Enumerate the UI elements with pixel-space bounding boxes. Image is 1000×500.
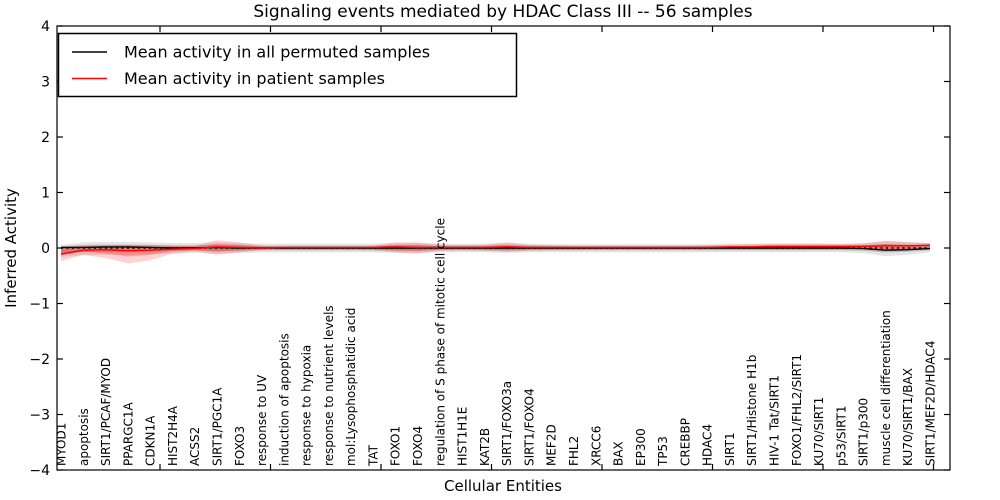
y-tick-label: −3 <box>29 408 50 424</box>
x-tick-label: ACSS2 <box>188 427 202 466</box>
x-tick-label: KAT2B <box>478 428 492 466</box>
x-tick-label: FOXO1/FHL2/SIRT1 <box>790 354 804 466</box>
x-tick-label: regulation of S phase of mitotic cell cy… <box>433 218 447 466</box>
x-tick-label: response to UV <box>255 374 269 466</box>
x-tick-label: SIRT1/MEF2D/HDAC4 <box>924 341 938 466</box>
x-tick-label: XRCC6 <box>589 426 603 466</box>
x-tick-label: FOXO1 <box>389 426 403 466</box>
y-tick-label-layer: 4 3 2 1 0 −1 −2 −3 −4 <box>29 19 50 479</box>
x-tick-label: SIRT1/PGC1A <box>211 387 225 466</box>
x-tick-label: PPARGC1A <box>121 401 135 466</box>
x-tick-label: HDAC4 <box>701 424 715 466</box>
x-tick-label: SIRT1/FOXO4 <box>522 388 536 466</box>
x-tick-label: SIRT1/PCAF/MYOD <box>99 358 113 466</box>
y-tick-label: −1 <box>29 297 50 313</box>
band-layer <box>61 240 930 264</box>
x-tick-label: CDKN1A <box>144 415 158 466</box>
x-tick-label: SIRT1/p300 <box>857 398 871 466</box>
x-tick-label: apoptosis <box>77 408 91 466</box>
x-tick-label: FOXO3 <box>233 426 247 466</box>
x-tick-label: p53/SIRT1 <box>834 405 848 466</box>
legend-label-patient: Mean activity in patient samples <box>124 69 385 88</box>
x-tick-label: FOXO4 <box>411 426 425 466</box>
x-tick-label: TP53 <box>656 436 670 467</box>
x-tick-label: response to hypoxia <box>300 345 314 466</box>
chart-title: Signaling events mediated by HDAC Class … <box>253 2 752 22</box>
x-tick-label: CREBBP <box>678 418 692 466</box>
legend: Mean activity in all permuted samples Me… <box>57 32 518 98</box>
x-tick-label: TAT <box>366 444 380 467</box>
x-tick-label: EP300 <box>634 428 648 466</box>
x-tick-label: SIRT1 <box>723 432 737 466</box>
x-tick-label: muscle cell differentiation <box>879 310 893 466</box>
x-tick-label-layer: MYOD1 apoptosis SIRT1/PCAF/MYOD PPARGC1A CDK… <box>55 218 938 467</box>
x-tick-label: FHL2 <box>567 436 581 466</box>
legend-box <box>57 32 518 98</box>
y-tick-label: −2 <box>29 352 50 368</box>
x-tick-label: MYOD1 <box>55 423 69 466</box>
y-tick-label: 0 <box>41 241 50 257</box>
x-tick-label: SIRT1/FOXO3a <box>500 381 514 466</box>
x-tick-label: induction of apoptosis <box>277 333 291 466</box>
y-axis-label: Inferred Activity <box>2 188 20 308</box>
x-tick-label: HIV-1 Tat/SIRT1 <box>768 375 782 466</box>
y-tick-label: 4 <box>41 19 50 35</box>
y-tick-label: −4 <box>29 463 50 479</box>
x-tick-label: response to nutrient levels <box>322 305 336 466</box>
y-tick-label: 2 <box>41 130 50 146</box>
x-tick-label: SIRT1/Histone H1b <box>745 355 759 466</box>
tick-layer <box>57 25 950 471</box>
x-axis-label: Cellular Entities <box>444 477 562 495</box>
band-permuted <box>61 241 930 257</box>
x-tick-label: mol:Lysophosphatidic acid <box>344 308 358 466</box>
series-mean-patient <box>60 244 931 255</box>
x-tick-label: KU70/SIRT1 <box>812 397 826 466</box>
x-tick-label: BAX <box>612 441 626 466</box>
x-tick-label: HIST2H4A <box>166 405 180 466</box>
y-tick-label: 1 <box>41 186 50 202</box>
x-tick-label: HIST1H1E <box>456 407 470 466</box>
legend-label-permuted: Mean activity in all permuted samples <box>124 43 430 62</box>
x-tick-label: MEF2D <box>545 424 559 466</box>
band-patient <box>61 240 930 264</box>
series-layer <box>60 244 931 255</box>
y-tick-label: 3 <box>41 75 50 91</box>
x-tick-label: KU70/SIRT1/BAX <box>901 368 915 466</box>
